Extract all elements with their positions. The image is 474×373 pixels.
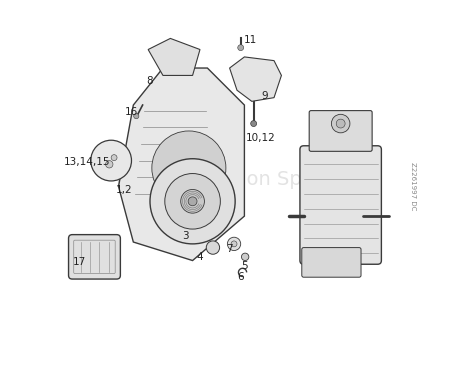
Circle shape	[206, 241, 219, 254]
Circle shape	[134, 113, 139, 119]
FancyBboxPatch shape	[309, 111, 372, 151]
Text: 17: 17	[73, 257, 86, 267]
Text: Z2261997 DC: Z2261997 DC	[410, 162, 416, 211]
Text: 9: 9	[262, 91, 268, 101]
Circle shape	[106, 161, 113, 168]
Circle shape	[165, 173, 220, 229]
Text: 1,2: 1,2	[116, 185, 132, 195]
Text: 13,14,15: 13,14,15	[64, 157, 110, 167]
Circle shape	[150, 159, 235, 244]
Text: 6: 6	[237, 272, 244, 282]
Circle shape	[336, 119, 345, 128]
Circle shape	[251, 120, 256, 126]
Polygon shape	[229, 57, 282, 101]
FancyBboxPatch shape	[300, 146, 382, 264]
Circle shape	[152, 131, 226, 205]
Text: 4: 4	[197, 252, 203, 262]
Circle shape	[182, 161, 196, 175]
Text: Power By Vision Spares: Power By Vision Spares	[116, 170, 343, 189]
Text: 11: 11	[243, 35, 256, 45]
Circle shape	[188, 197, 197, 206]
FancyBboxPatch shape	[69, 235, 120, 279]
Text: 3: 3	[182, 232, 189, 241]
Circle shape	[111, 155, 117, 161]
Text: 10,12: 10,12	[246, 134, 276, 143]
FancyBboxPatch shape	[302, 248, 361, 277]
Circle shape	[238, 45, 244, 51]
Circle shape	[241, 253, 249, 261]
Circle shape	[231, 241, 237, 247]
Text: 16: 16	[125, 107, 138, 117]
Circle shape	[331, 114, 350, 133]
PathPatch shape	[118, 68, 245, 261]
Circle shape	[228, 237, 241, 251]
Text: 7: 7	[226, 244, 233, 254]
Text: 5: 5	[241, 261, 248, 271]
Circle shape	[181, 189, 204, 213]
Text: 8: 8	[146, 76, 153, 86]
Circle shape	[91, 140, 131, 181]
Polygon shape	[148, 38, 200, 75]
